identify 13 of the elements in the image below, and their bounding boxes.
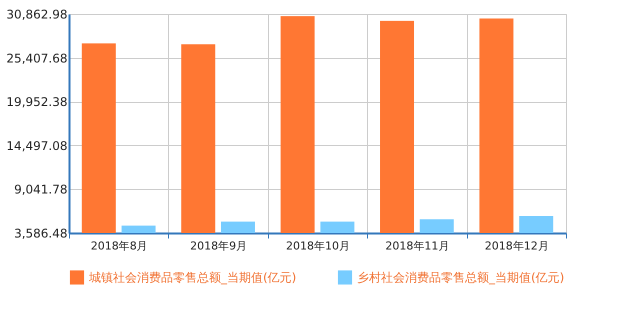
x-tick-label: 2018年12月 (484, 240, 549, 252)
x-tick-label: 2018年11月 (385, 240, 450, 252)
y-tick-label: 30,862.98 (6, 8, 68, 22)
y-tick-label: 19,952.38 (6, 95, 68, 110)
y-tick-label: 25,407.68 (6, 51, 68, 66)
y-tick-label: 14,497.08 (6, 138, 68, 153)
x-tick-label: 2018年8月 (90, 240, 148, 252)
legend-label: 城镇社会消费品零售总额_当期值(亿元) (88, 270, 296, 284)
x-tick-label: 2018年9月 (190, 240, 248, 252)
y-tick-label: 3,586.48 (14, 226, 68, 240)
y-tick-label: 9,041.78 (14, 182, 68, 197)
x-tick-label: 2018年10月 (286, 240, 350, 252)
legend-label: 乡村社会消费品零售总额_当期值(亿元) (357, 270, 564, 284)
